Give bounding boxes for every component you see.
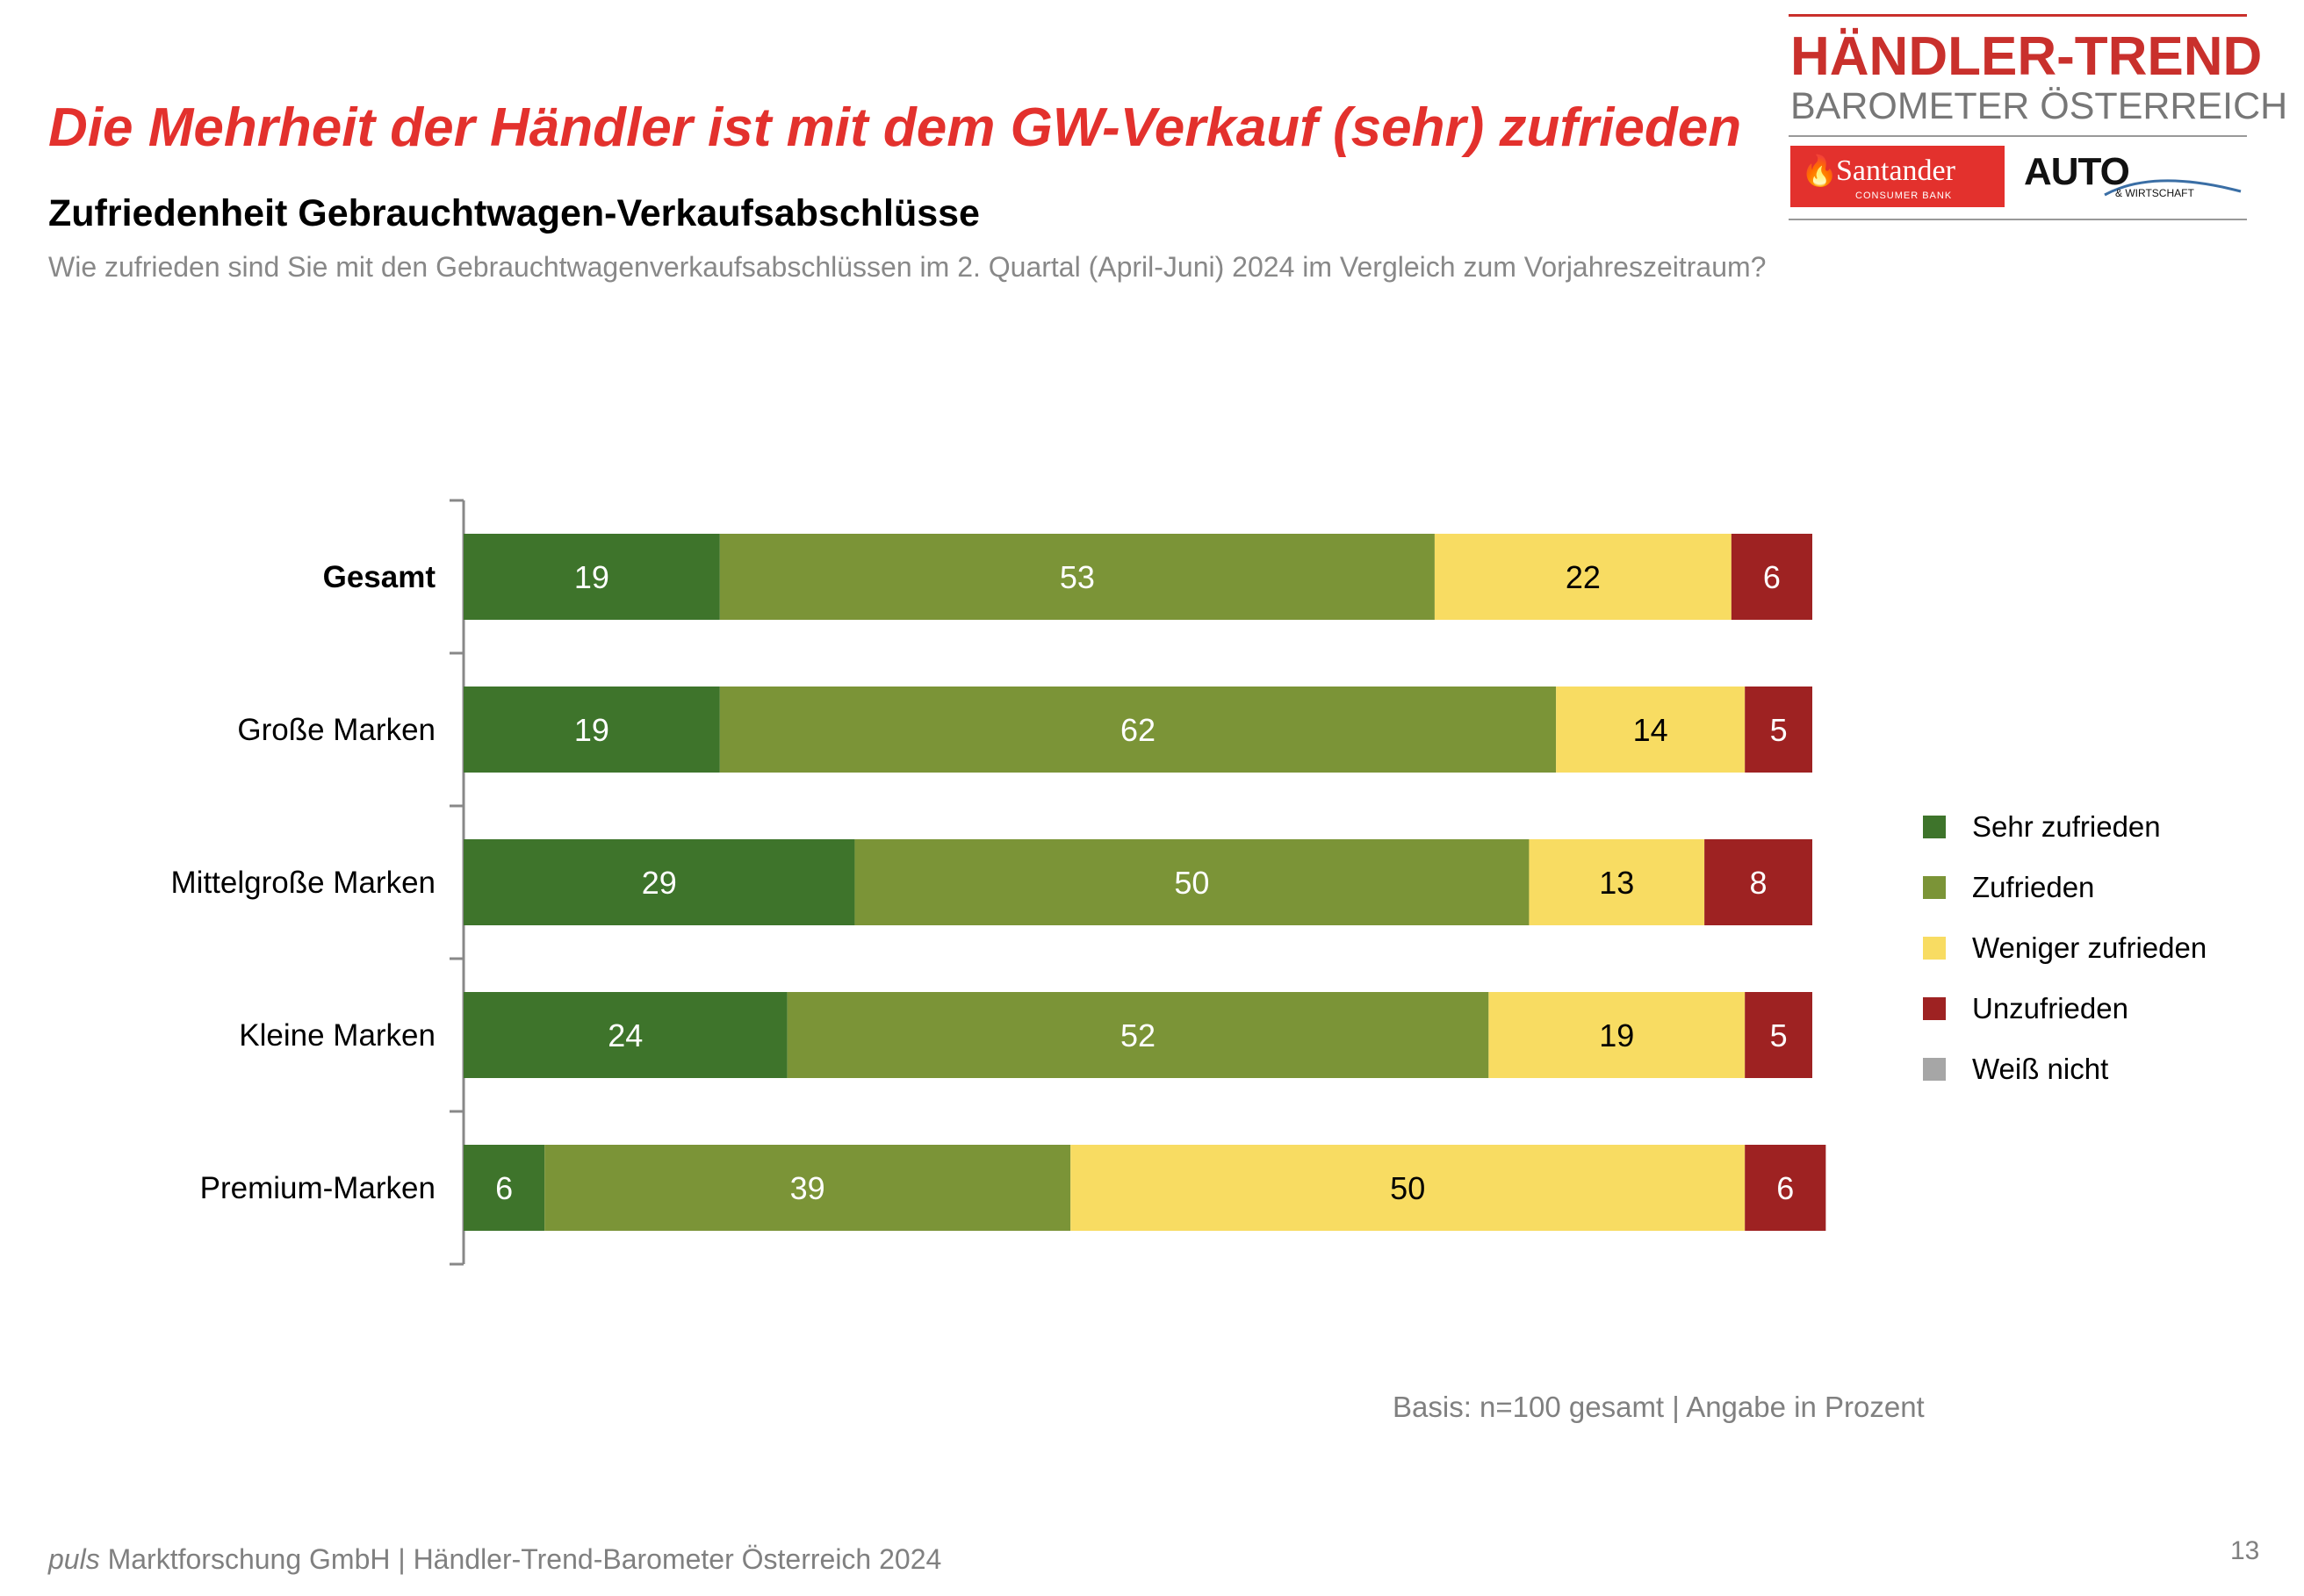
bar-segment (1070, 1145, 1746, 1231)
page-number: 13 (2230, 1536, 2260, 1565)
data-label: 62 (1120, 712, 1156, 748)
santander-logo: 🔥 Santander CONSUMER BANK (1790, 146, 2005, 207)
category-label: Premium-Marken (200, 1171, 436, 1205)
basis-note: Basis: n=100 gesamt | Angabe in Prozent (1393, 1391, 1925, 1423)
logo-divider (1789, 135, 2247, 137)
logo-top-rule (1789, 14, 2247, 17)
bar-segment (854, 839, 1530, 925)
legend-label: Zufrieden (1972, 871, 2095, 903)
data-label: 22 (1566, 559, 1601, 595)
category-label: Große Marken (237, 713, 436, 747)
bar-segment (464, 534, 720, 620)
bar-segment (1745, 1145, 1826, 1231)
bar-segment (544, 1145, 1071, 1231)
chart-subtitle: Zufriedenheit Gebrauchtwagen-Verkaufsabs… (48, 192, 980, 234)
sponsor-name: Santander (1836, 155, 1955, 187)
data-label: 29 (642, 865, 677, 901)
bar-segment (464, 992, 788, 1078)
data-label: 8 (1750, 865, 1768, 901)
legend-label: Weiß nicht (1972, 1053, 2109, 1085)
legend-swatch (1923, 1058, 1946, 1081)
footer-text: Marktforschung GmbH | Händler-Trend-Baro… (99, 1543, 942, 1575)
bar-segment (1434, 534, 1732, 620)
partner-tagline: & WIRTSCHAFT (2115, 187, 2194, 199)
legend-label: Weniger zufrieden (1972, 931, 2207, 964)
bar-segment (464, 1145, 545, 1231)
bar-segment (719, 687, 1557, 773)
bar-segment (1745, 992, 1812, 1078)
data-label: 14 (1633, 712, 1668, 748)
haendler-trend-logo: HÄNDLER-TREND BAROMETER ÖSTERREICH 🔥 San… (1789, 14, 2287, 221)
swoosh-icon (2104, 179, 2242, 197)
logo-bottom-rule (1789, 219, 2247, 220)
data-label: 5 (1770, 1017, 1788, 1053)
legend-swatch (1923, 816, 1946, 838)
bar-segment (1704, 839, 1812, 925)
sponsor-tagline: CONSUMER BANK (1855, 191, 1953, 201)
footer-brand: puls (48, 1543, 100, 1575)
bar-segment (1529, 839, 1705, 925)
legend-swatch (1923, 876, 1946, 899)
legend-swatch (1923, 937, 1946, 960)
bar-segment (1731, 534, 1812, 620)
data-label: 53 (1060, 559, 1095, 595)
bar-segment (787, 992, 1489, 1078)
bar-segment (719, 534, 1435, 620)
data-label: 19 (574, 712, 609, 748)
auto-wirtschaft-logo: AUTO (2024, 150, 2130, 193)
data-label: 13 (1599, 865, 1634, 901)
footer-source: puls Marktforschung GmbH | Händler-Trend… (48, 1545, 941, 1573)
bar-segment (464, 687, 720, 773)
slide-headline: Die Mehrheit der Händler ist mit dem GW-… (48, 97, 1742, 158)
logo-title: HÄNDLER-TREND (1790, 26, 2263, 87)
data-label: 50 (1174, 865, 1209, 901)
category-label: Mittelgroße Marken (171, 866, 436, 900)
flame-icon: 🔥 (1801, 155, 1839, 188)
bar-segment (464, 839, 855, 925)
bar-segment (1745, 687, 1812, 773)
data-label: 24 (608, 1017, 643, 1053)
logo-subtitle: BAROMETER ÖSTERREICH (1790, 85, 2288, 127)
category-label: Kleine Marken (239, 1018, 436, 1053)
legend-swatch (1923, 997, 1946, 1020)
data-label: 39 (790, 1170, 825, 1206)
data-label: 5 (1770, 712, 1788, 748)
legend-label: Unzufrieden (1972, 992, 2128, 1024)
data-label: 52 (1120, 1017, 1156, 1053)
bar-segment (1556, 687, 1746, 773)
data-label: 19 (574, 559, 609, 595)
data-label: 6 (1763, 559, 1781, 595)
category-label: Gesamt (323, 560, 436, 594)
legend-label: Sehr zufrieden (1972, 810, 2161, 843)
bar-segment (1488, 992, 1746, 1078)
data-label: 6 (495, 1170, 513, 1206)
survey-question: Wie zufrieden sind Sie mit den Gebraucht… (48, 251, 1767, 283)
data-label: 19 (1599, 1017, 1634, 1053)
data-label: 6 (1776, 1170, 1794, 1206)
data-label: 50 (1390, 1170, 1425, 1206)
